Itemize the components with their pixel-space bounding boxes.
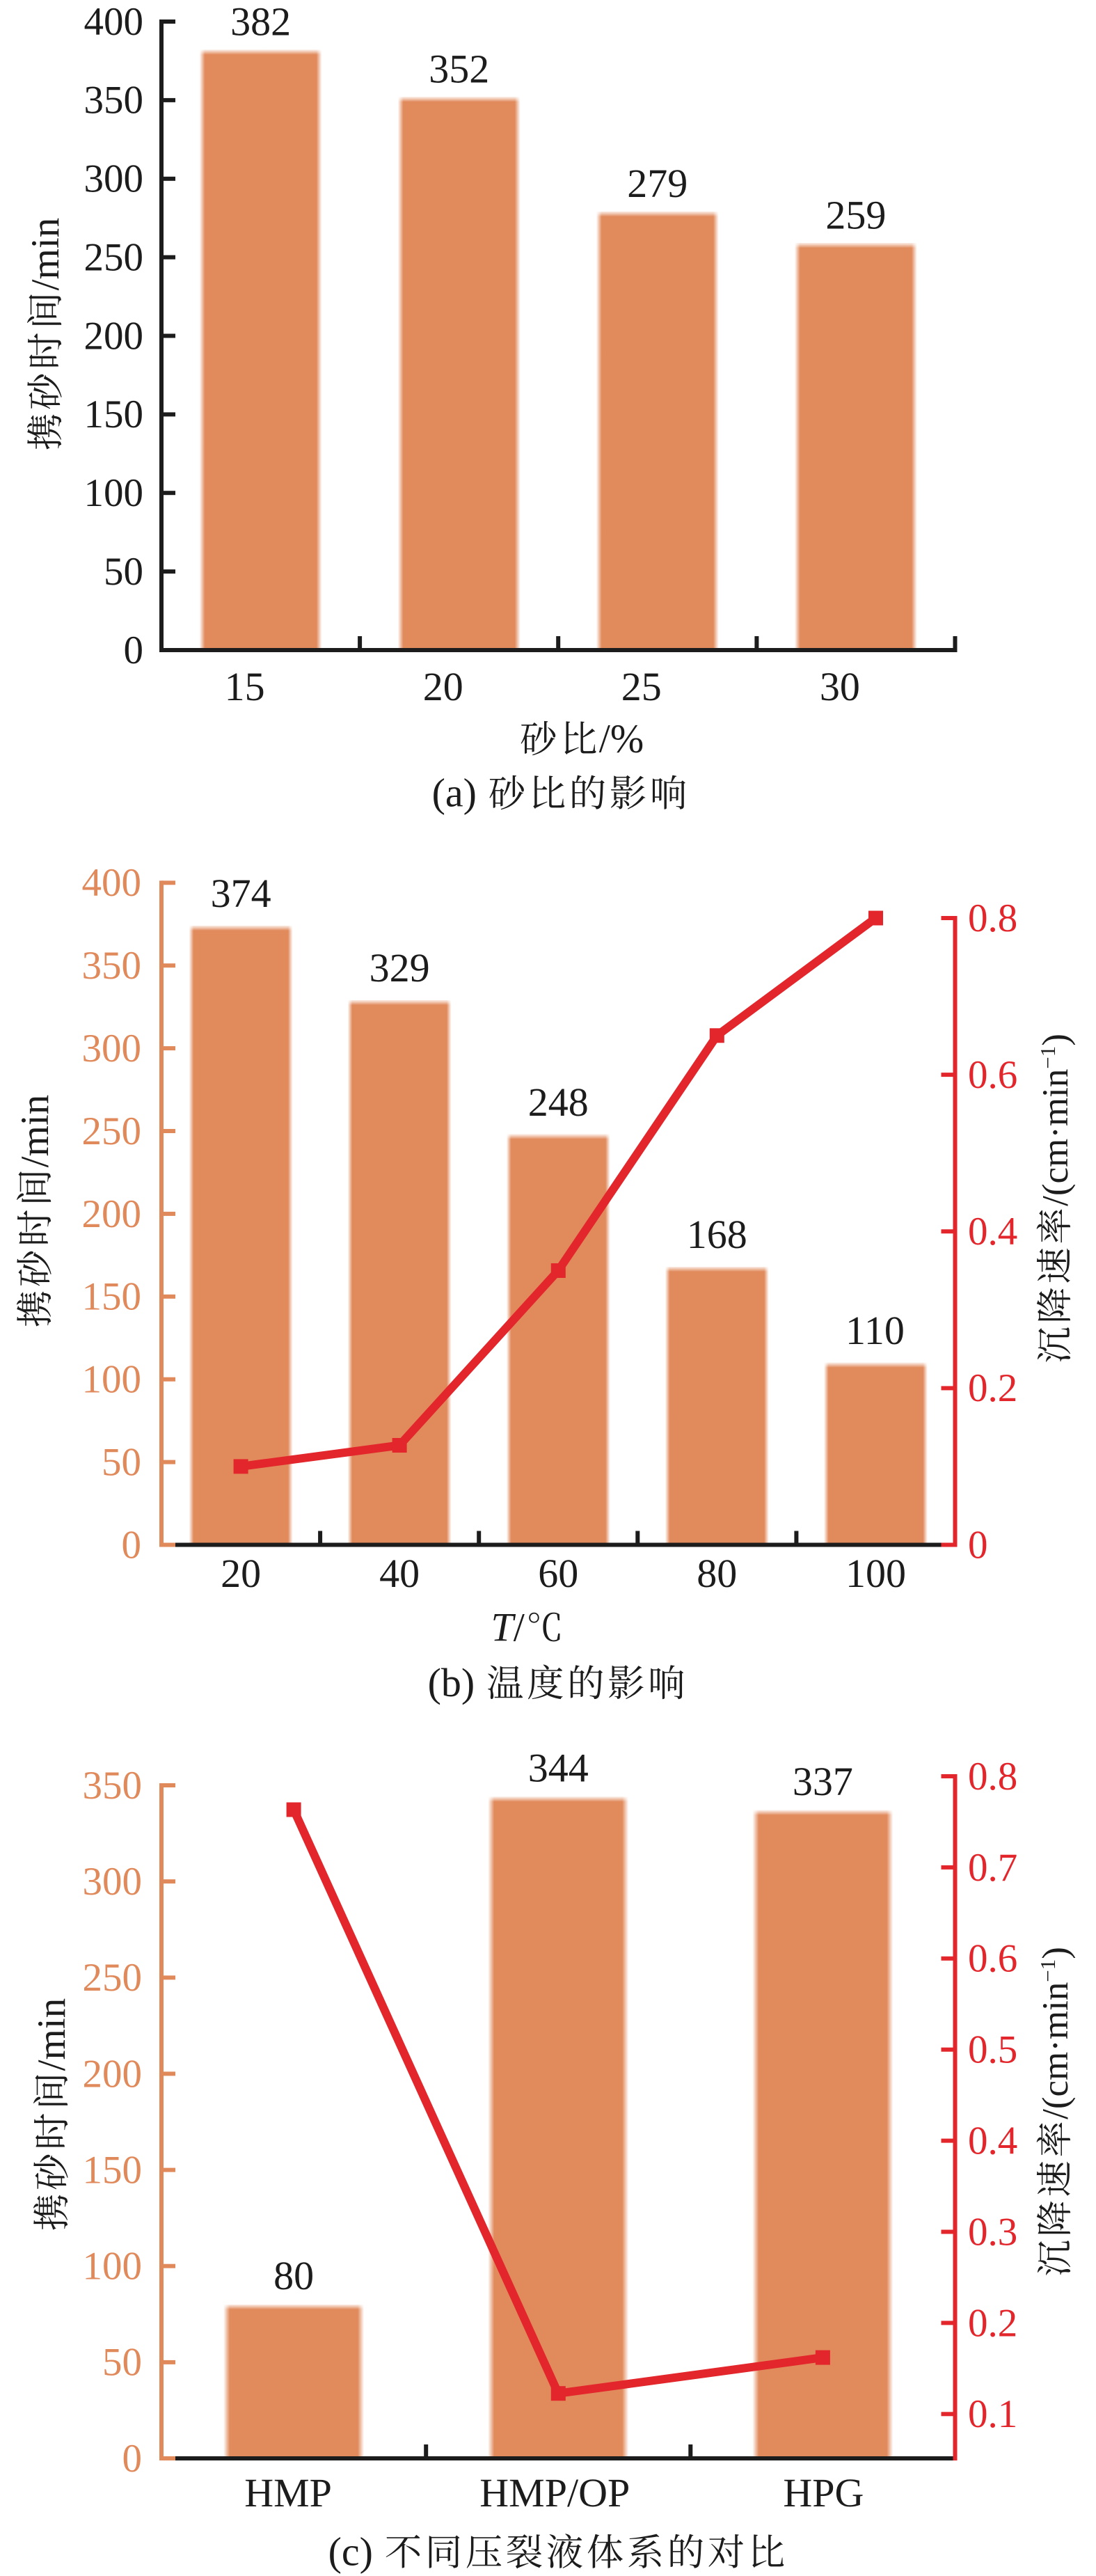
svg-text:HPG: HPG: [783, 2470, 864, 2515]
svg-text:150: 150: [82, 1275, 142, 1319]
svg-text:0.3: 0.3: [968, 2210, 1017, 2254]
svg-text:80: 80: [697, 1551, 737, 1596]
svg-text:344: 344: [528, 1746, 589, 1791]
svg-text:200: 200: [82, 1192, 142, 1236]
svg-text:/min: /min: [13, 1095, 57, 1168]
svg-text:0.6: 0.6: [968, 1053, 1017, 1097]
svg-text:248: 248: [528, 1080, 589, 1125]
svg-text:25: 25: [621, 664, 662, 709]
svg-text:300: 300: [83, 1860, 143, 1904]
svg-text:(b): (b): [428, 1660, 475, 1705]
svg-text:350: 350: [83, 1764, 143, 1808]
svg-text:200: 200: [83, 2052, 143, 2096]
svg-text:−1: −1: [1035, 1959, 1060, 1982]
svg-text:20: 20: [221, 1551, 261, 1596]
svg-text:(c): (c): [328, 2529, 373, 2575]
svg-text:/: /: [514, 1605, 525, 1650]
svg-text:150: 150: [84, 393, 144, 436]
svg-text:0: 0: [124, 629, 144, 672]
svg-text:250: 250: [84, 236, 144, 280]
svg-text:80: 80: [273, 2253, 314, 2298]
svg-text:100: 100: [82, 1358, 142, 1402]
svg-text:150: 150: [83, 2148, 143, 2192]
svg-text:/%: /%: [599, 716, 644, 761]
svg-text:329: 329: [370, 945, 430, 990]
svg-text:/(cm·min: /(cm·min: [1035, 1982, 1076, 2119]
svg-text:400: 400: [82, 861, 142, 905]
svg-text:382: 382: [230, 0, 291, 45]
svg-text:0.2: 0.2: [968, 2301, 1017, 2345]
svg-text:350: 350: [84, 79, 144, 123]
svg-text:HMP/OP: HMP/OP: [479, 2470, 630, 2515]
svg-text:250: 250: [83, 1956, 143, 2000]
svg-text:100: 100: [83, 2245, 143, 2289]
svg-text:): ): [1035, 1034, 1076, 1046]
svg-text:0.2: 0.2: [968, 1366, 1017, 1410]
svg-text:0.4: 0.4: [968, 1210, 1017, 1254]
svg-text:HMP: HMP: [244, 2470, 332, 2515]
svg-text:0.6: 0.6: [968, 1937, 1017, 1981]
svg-text:15: 15: [225, 664, 265, 709]
svg-text:0.8: 0.8: [968, 1755, 1017, 1799]
svg-text:168: 168: [687, 1212, 747, 1257]
svg-text:300: 300: [82, 1027, 142, 1070]
svg-text:50: 50: [104, 550, 143, 594]
svg-text:250: 250: [82, 1109, 142, 1153]
svg-text:0: 0: [968, 1523, 988, 1567]
svg-text:30: 30: [820, 664, 860, 709]
svg-text:20: 20: [423, 664, 463, 709]
svg-text:300: 300: [84, 157, 144, 201]
svg-text:0.8: 0.8: [968, 896, 1017, 940]
svg-text:110: 110: [845, 1308, 905, 1353]
svg-text:/(cm·min: /(cm·min: [1035, 1069, 1076, 1206]
svg-text:60: 60: [538, 1551, 578, 1596]
svg-text:0: 0: [122, 1523, 142, 1567]
svg-text:350: 350: [82, 944, 142, 988]
svg-text:0.1: 0.1: [968, 2392, 1017, 2436]
svg-text:0.7: 0.7: [968, 1846, 1017, 1890]
svg-text:0: 0: [122, 2437, 143, 2481]
svg-text:50: 50: [102, 2341, 142, 2385]
svg-text:352: 352: [429, 46, 489, 91]
svg-text:−1: −1: [1035, 1046, 1060, 1069]
svg-text:259: 259: [825, 192, 886, 237]
svg-text:T: T: [491, 1605, 516, 1650]
svg-text:/min: /min: [30, 1998, 74, 2071]
svg-text:400: 400: [84, 0, 144, 44]
svg-text:279: 279: [627, 161, 688, 206]
svg-text:0.4: 0.4: [968, 2119, 1017, 2163]
svg-text:100: 100: [845, 1551, 906, 1596]
svg-text:40: 40: [379, 1551, 420, 1596]
svg-text:200: 200: [84, 314, 144, 358]
svg-text:50: 50: [102, 1441, 141, 1485]
svg-text:0.5: 0.5: [968, 2028, 1017, 2072]
svg-text:/min: /min: [24, 218, 67, 291]
svg-text:(a): (a): [432, 771, 477, 816]
svg-text:337: 337: [793, 1759, 853, 1804]
svg-text:): ): [1035, 1947, 1076, 1959]
svg-text:374: 374: [211, 871, 271, 916]
svg-text:100: 100: [84, 471, 144, 515]
